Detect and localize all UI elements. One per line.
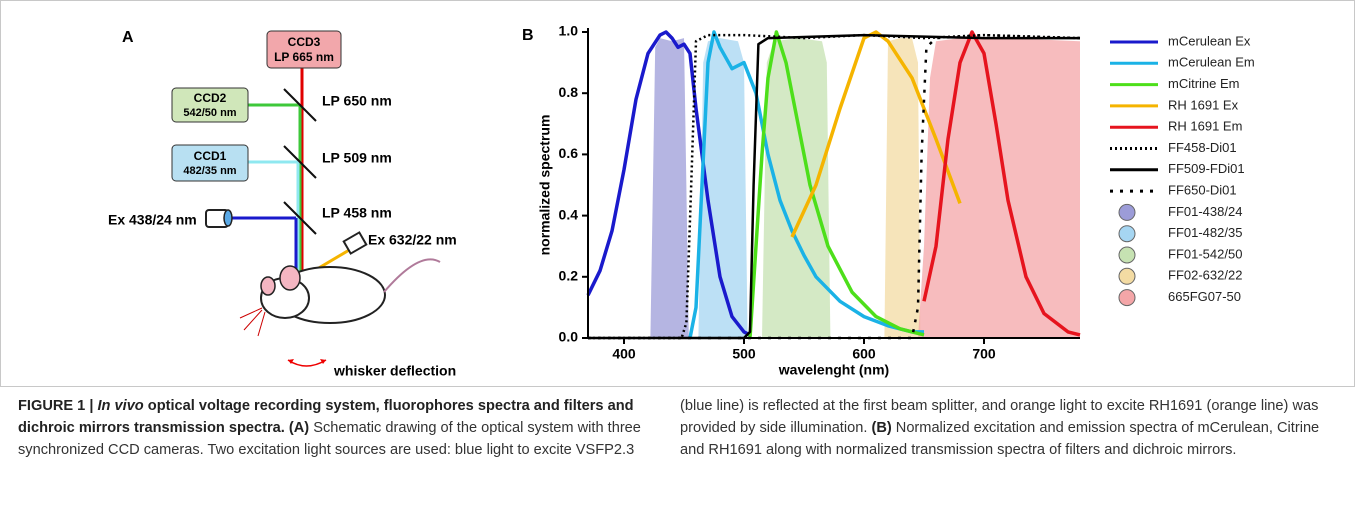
whiskers (239, 307, 266, 337)
x-tick-label: 600 (852, 346, 876, 362)
legend-label: FF458-Di01 (1168, 140, 1237, 155)
mirror-label: LP 509 nm (322, 150, 392, 166)
ccd-filter: 542/50 nm (183, 107, 236, 119)
legend-label: FF650-Di01 (1168, 183, 1237, 198)
mirror-label: LP 458 nm (322, 205, 392, 221)
legend-marker (1118, 246, 1136, 264)
legend-label: mCitrine Em (1168, 76, 1240, 91)
y-tick-label: 0.8 (559, 84, 579, 100)
ccd-filter: 482/35 nm (183, 165, 236, 177)
legend-marker (1118, 225, 1136, 243)
mirror (283, 201, 317, 235)
x-axis-title: wavelenght (nm) (778, 362, 889, 378)
ccd-name: CCD1 (194, 149, 227, 163)
legend-marker (1118, 289, 1136, 307)
dichroic-line (588, 33, 1080, 340)
y-tick-label: 0.4 (559, 206, 579, 222)
caption-run: FIGURE 1 | (18, 398, 98, 414)
spectrum-line (922, 30, 1081, 337)
mirror (283, 145, 317, 179)
plot: 0.0 0.2 0.4 0.6 0.8 1.0 400 500 600 700 mCerulean … (559, 23, 1255, 362)
filter-area (762, 38, 831, 338)
caption-run: (blue line) is reflected at the first be… (680, 398, 1319, 436)
mouse-tail (383, 258, 441, 293)
caption-run: Schematic drawing of the optical system … (18, 420, 641, 458)
mouse-ear (279, 265, 301, 291)
panel-label: B (522, 27, 534, 44)
spectrum-line (688, 30, 924, 339)
legend-label: mCerulean Em (1168, 55, 1255, 70)
legend-label: mCerulean Ex (1168, 33, 1251, 48)
y-axis-title: normalized spectrum (537, 115, 553, 256)
panel-label: A (122, 29, 134, 46)
panel-a: A CCD3 LP 665 nm CCD2 542/50 nm CCD1 482… (108, 29, 457, 378)
legend-marker (1118, 203, 1136, 221)
caption-run: optical voltage recording system, fluoro… (18, 398, 634, 436)
legend-label: RH 1691 Em (1168, 119, 1242, 134)
x-tick-label: 500 (732, 346, 756, 362)
filter-area (698, 38, 748, 338)
deflection-arrow (287, 359, 327, 367)
spectrum-line (748, 30, 925, 339)
legend-label: FF01-542/50 (1168, 246, 1242, 261)
mirror (283, 88, 317, 122)
arrow-heads (288, 359, 326, 364)
excitation-label: Ex 438/24 nm (108, 212, 197, 228)
lamp (342, 231, 368, 255)
lamp-lens (223, 209, 233, 227)
y-tick-label: 0.2 (559, 268, 579, 284)
filter-area (918, 38, 1080, 338)
caption-run: (B) (871, 420, 892, 436)
caption-run: In vivo (97, 398, 144, 414)
caption-left: FIGURE 1 | In vivo optical voltage recor… (18, 395, 658, 461)
ccd-name: CCD2 (194, 91, 227, 105)
legend-marker (1118, 267, 1136, 285)
ccd3-box (266, 30, 342, 69)
spectrum-line (790, 30, 962, 238)
x-tick-label: 400 (612, 346, 636, 362)
legend-label: FF509-FDi01 (1168, 161, 1245, 176)
ccd2-box (171, 87, 249, 123)
legend-label: RH 1691 Ex (1168, 97, 1239, 112)
caption-run: Normalized excitation and emission spect… (680, 420, 1320, 458)
stimulus-label: whisker deflection (333, 363, 456, 379)
legend-label: FF02-632/22 (1168, 268, 1242, 283)
figure: A CCD3 LP 665 nm CCD2 542/50 nm CCD1 482… (0, 0, 1355, 387)
mirror-label: LP 650 nm (322, 93, 392, 109)
excitation-label: Ex 632/22 nm (368, 232, 457, 248)
dichroic-line (588, 33, 1081, 340)
ccd1-box (171, 144, 249, 182)
x-tick-label: 700 (972, 346, 996, 362)
y-tick-label: 1.0 (559, 23, 579, 39)
y-tick-label: 0.0 (559, 329, 579, 345)
spectrum-line (586, 30, 751, 337)
mouse-ear (260, 276, 276, 296)
ccd-name: CCD3 (288, 35, 321, 49)
legend-label: FF01-438/24 (1168, 204, 1242, 219)
legend-label: FF01-482/35 (1168, 225, 1242, 240)
filter-area (650, 38, 689, 338)
filter-area (884, 38, 921, 338)
legend-label: 665FG07-50 (1168, 289, 1241, 304)
ccd-filter: LP 665 nm (274, 50, 334, 64)
y-tick-label: 0.6 (559, 145, 579, 161)
caption-right: (blue line) is reflected at the first be… (680, 395, 1342, 461)
